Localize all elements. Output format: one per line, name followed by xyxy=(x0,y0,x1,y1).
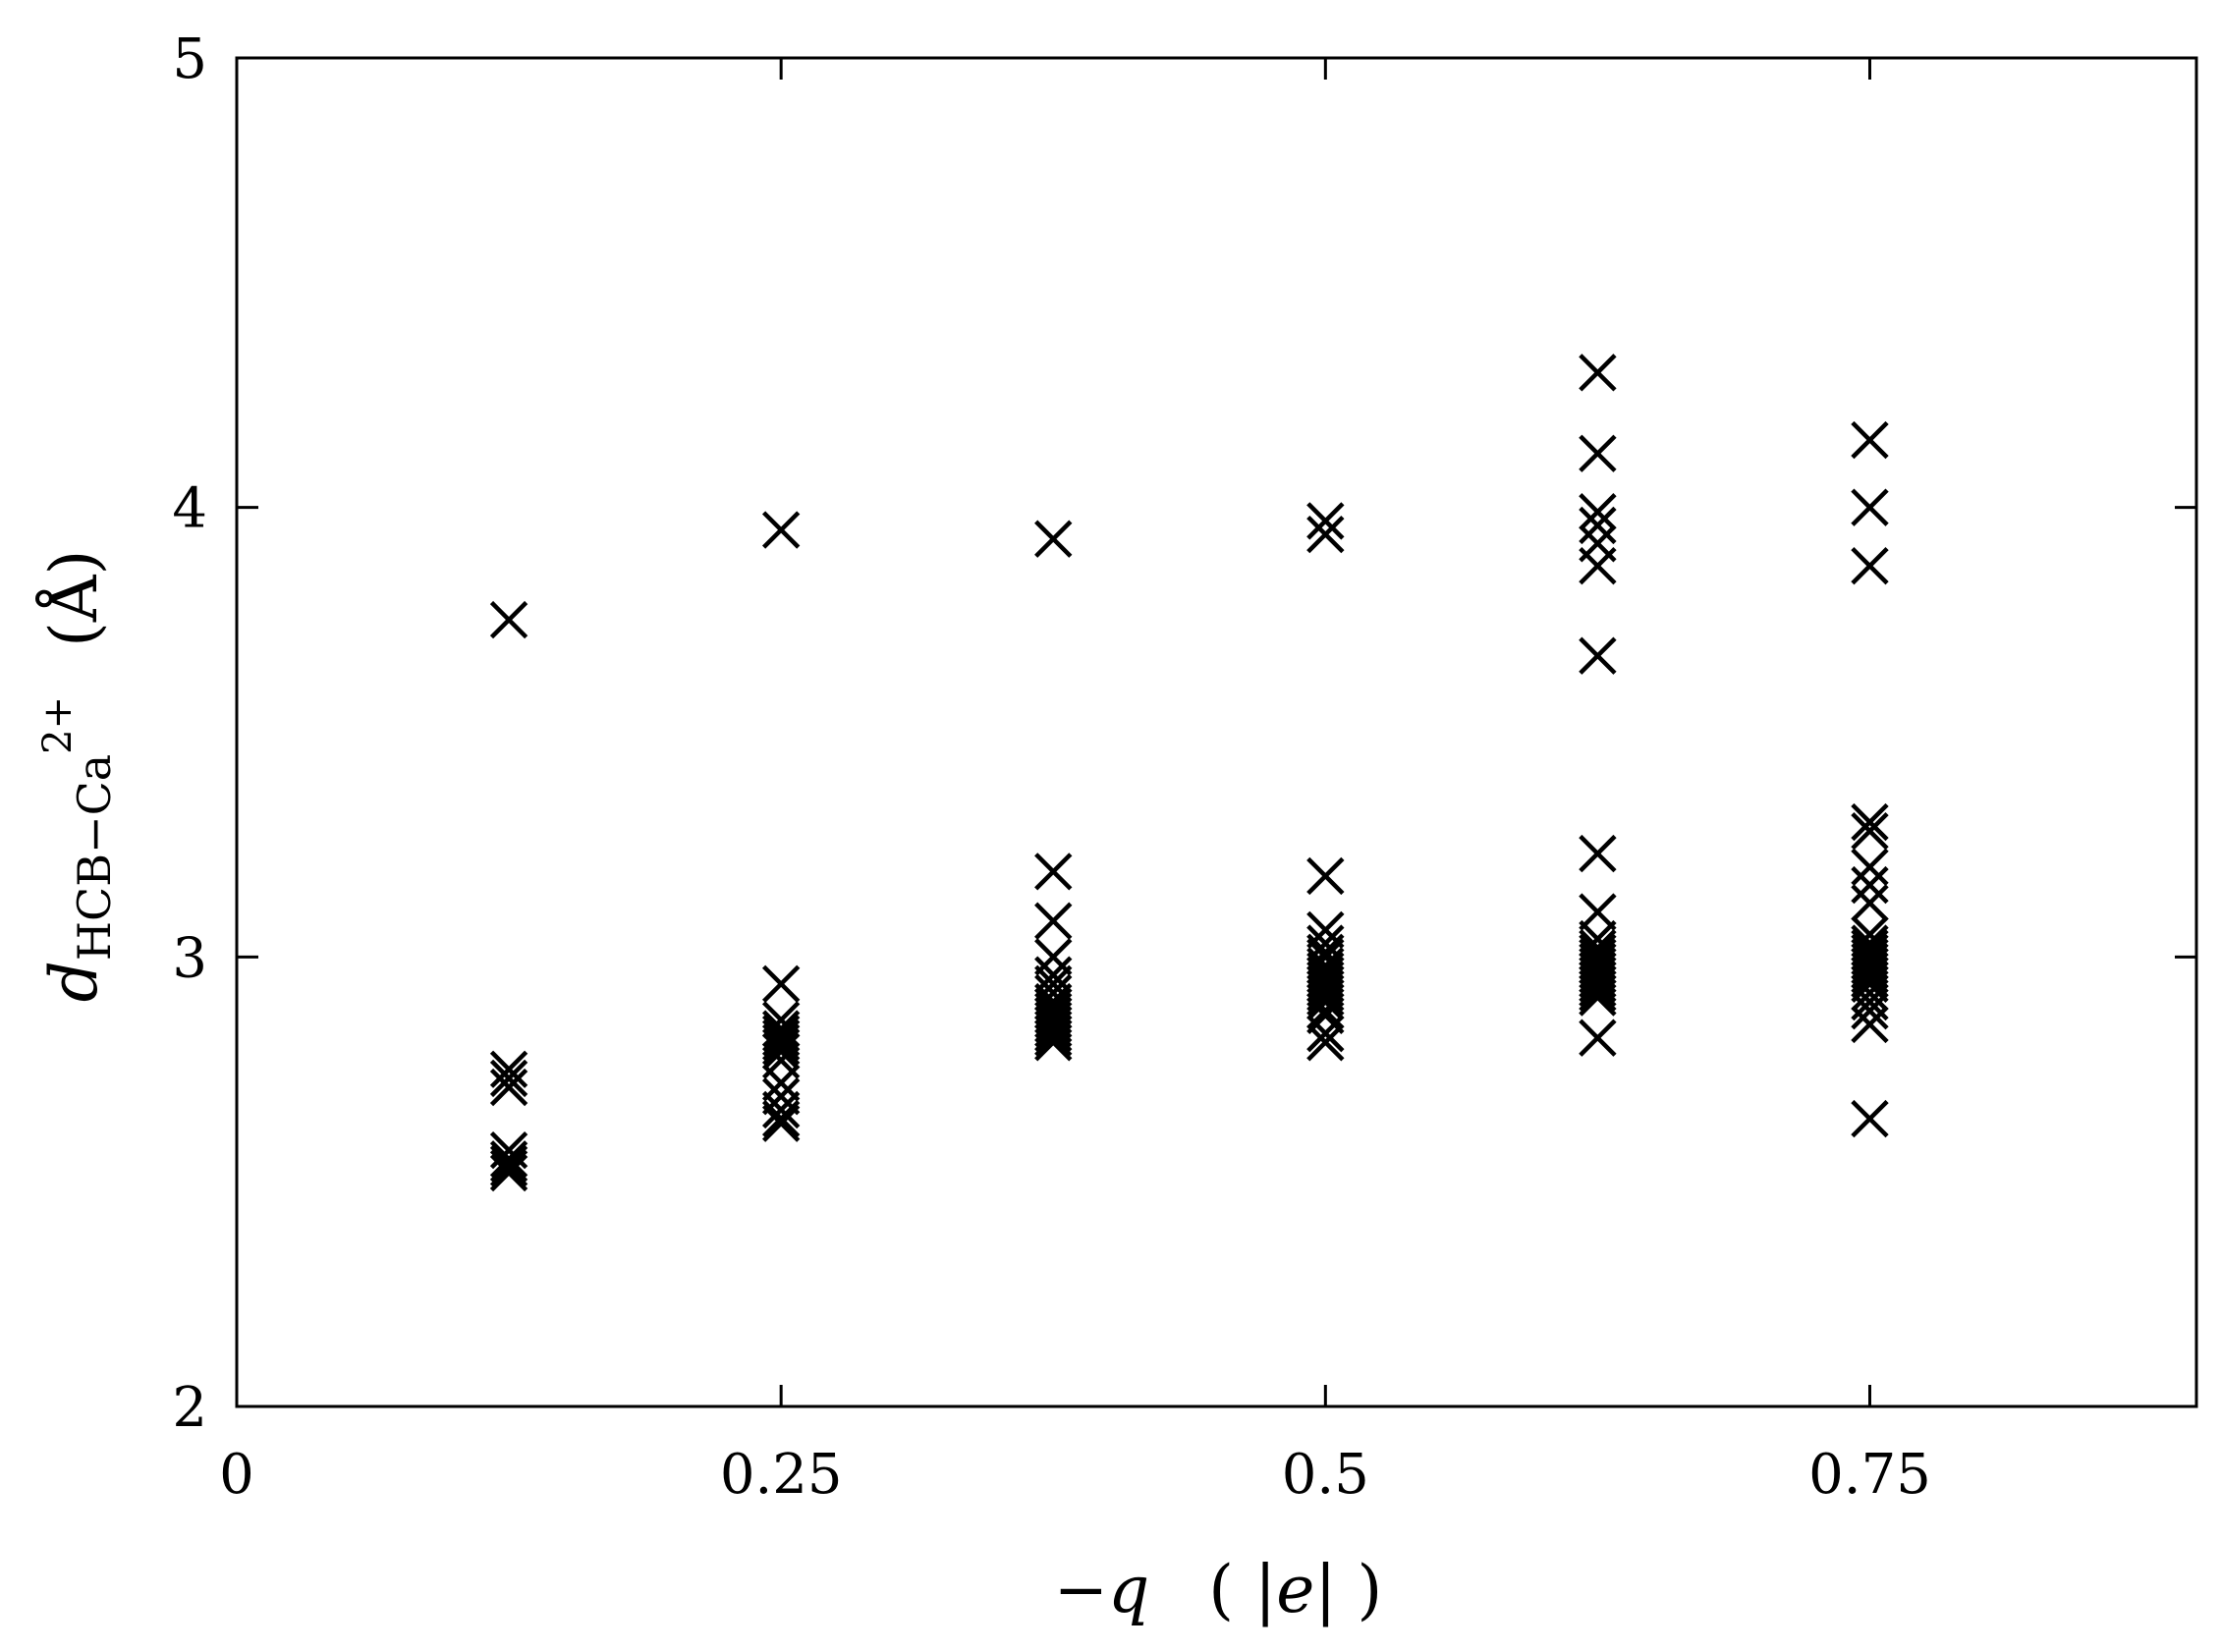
data-point xyxy=(489,600,528,639)
x-axis-label-unit-close: | ) xyxy=(1314,1552,1382,1627)
data-point xyxy=(1579,354,1617,392)
data-point xyxy=(1306,982,1345,1021)
y-axis-label-subscript: HCB−Ca xyxy=(68,754,121,961)
data-point xyxy=(1851,488,1889,526)
x-tick-label: 0 xyxy=(219,1443,254,1507)
data-point xyxy=(761,1027,801,1067)
y-axis-label-var: d xyxy=(36,961,112,1002)
data-point xyxy=(489,1140,528,1179)
data-point xyxy=(489,1153,528,1192)
data-point xyxy=(1851,884,1889,922)
x-tick-label: 0.5 xyxy=(1282,1443,1369,1507)
data-point xyxy=(1306,856,1345,896)
x-axis-label-unit-open: ( | xyxy=(1208,1552,1276,1627)
y-tick-label: 4 xyxy=(172,477,207,541)
data-point xyxy=(1306,1014,1345,1053)
data-point xyxy=(1579,546,1617,585)
data-point xyxy=(1851,992,1889,1030)
y-tick-label: 3 xyxy=(172,926,207,990)
data-point xyxy=(1034,1019,1073,1057)
data-point xyxy=(761,964,801,1003)
data-point xyxy=(761,1064,801,1102)
data-point xyxy=(1034,853,1073,891)
data-point xyxy=(1034,520,1073,558)
data-points xyxy=(489,354,1889,1192)
x-tick-label: 0.75 xyxy=(1808,1443,1931,1507)
y-axis-label-superscript: 2+ xyxy=(35,696,81,754)
data-point xyxy=(1306,515,1345,554)
data-point xyxy=(1851,1005,1889,1044)
data-point xyxy=(1579,978,1617,1017)
data-point xyxy=(489,1149,528,1187)
data-point xyxy=(761,1090,801,1129)
y-tick-label: 5 xyxy=(172,28,207,91)
data-point xyxy=(1306,502,1345,540)
data-point xyxy=(1851,1099,1889,1138)
data-point xyxy=(1579,893,1617,931)
data-point xyxy=(761,1104,801,1142)
data-point xyxy=(489,1068,528,1107)
x-axis-label-var: q xyxy=(1108,1552,1149,1627)
data-point xyxy=(1034,1010,1073,1048)
data-point xyxy=(1034,1014,1073,1053)
data-point xyxy=(1851,812,1889,851)
data-point xyxy=(761,1032,801,1071)
data-point xyxy=(1579,1019,1617,1057)
data-point xyxy=(489,1059,528,1098)
y-axis-label-unit: (Å) xyxy=(36,550,112,647)
data-point xyxy=(1579,434,1617,472)
data-point xyxy=(1034,902,1073,940)
data-point xyxy=(1851,420,1889,460)
axis-ticks xyxy=(235,56,2196,1408)
data-point xyxy=(1579,964,1617,1003)
data-point xyxy=(1851,802,1889,842)
plot-frame xyxy=(235,56,2198,1408)
data-point xyxy=(1034,1023,1073,1062)
data-point xyxy=(1306,1023,1345,1062)
data-point xyxy=(1851,546,1889,585)
data-point xyxy=(761,1099,801,1138)
y-axis-label: dHCB−Ca2+ (Å) xyxy=(35,550,121,1003)
x-tick-label: 0.25 xyxy=(720,1443,843,1507)
y-tick-label: 2 xyxy=(172,1376,207,1440)
data-point xyxy=(1579,973,1617,1013)
data-point xyxy=(1579,636,1617,675)
data-point xyxy=(489,1144,528,1184)
x-axis-label-prefix: − xyxy=(1054,1552,1108,1627)
tick-labels: 0 0.25 0.5 0.75 2 3 4 5 xyxy=(172,28,1930,1507)
data-point xyxy=(761,511,801,549)
data-point xyxy=(1579,493,1617,531)
x-axis-label: −q ( |e| ) xyxy=(1054,1552,1383,1627)
data-point xyxy=(1579,969,1617,1008)
x-axis-label-unit-var: e xyxy=(1276,1552,1314,1627)
data-point xyxy=(1579,834,1617,873)
